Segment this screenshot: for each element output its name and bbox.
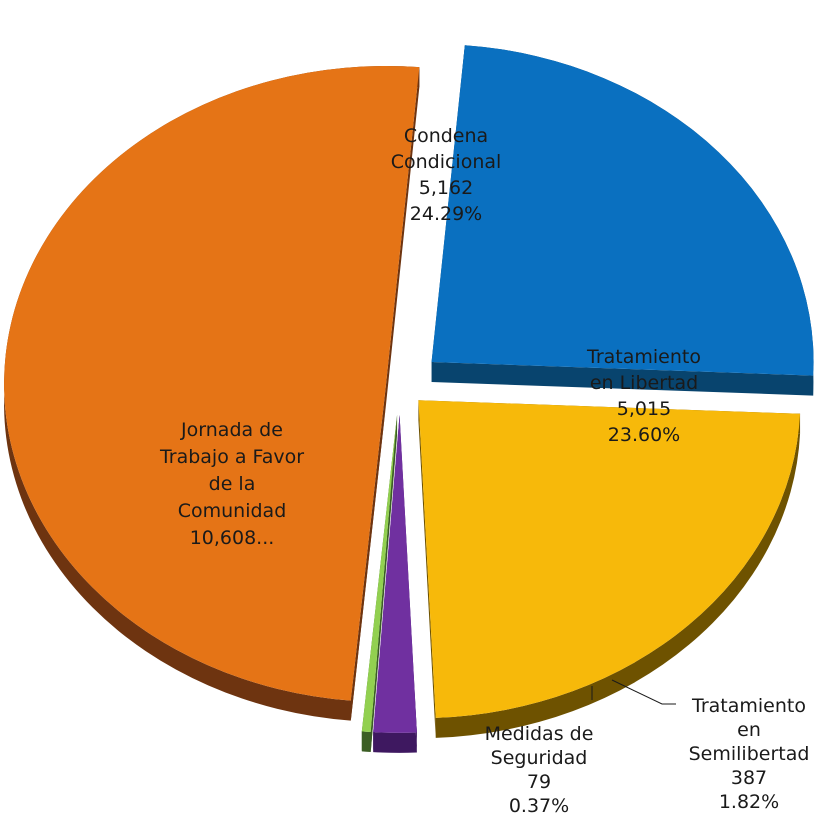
data-label-jornada-de-trabajo-a-favor-de-la-comunidad: Jornada de Trabajo a Favor de la Comunidad 1…	[159, 419, 304, 549]
data-label-line: 10,608...	[190, 527, 275, 549]
slice-medidas-de-seguridad	[361, 414, 398, 733]
slice-jornada-de-trabajo-a-favor-de-la-comunidad	[4, 65, 420, 701]
data-label-line: 5,015	[617, 398, 671, 420]
data-label-line: Tratamiento	[691, 695, 806, 717]
data-label-tratamiento-en-semilibertad: Tratamiento en Semilibertad 387 1.82%	[689, 695, 810, 813]
data-label-tratamiento-en-libertad: Tratamiento en Libertad 5,015 23.60%	[586, 346, 701, 446]
slice-wall-jornada-de-trabajo-a-favor-de-la-comunidad	[350, 67, 420, 721]
slice-tratamiento-en-libertad	[418, 400, 801, 718]
data-label-line: en Libertad	[590, 372, 698, 394]
leader-line-tratamiento-en-semilibertad	[611, 679, 676, 705]
data-label-line: 24.29%	[410, 203, 482, 225]
pie-labels: Condena Condicional 5,162 24.29% Tratamiento…	[159, 125, 809, 817]
data-label-line: Seguridad	[491, 747, 588, 769]
data-label-line: 0.37%	[509, 795, 569, 817]
data-label-line: 23.60%	[608, 424, 680, 446]
data-label-medidas-de-seguridad: Medidas de Seguridad 79 0.37%	[485, 723, 594, 817]
data-label-line: de la	[209, 473, 256, 495]
data-label-line: Jornada de	[180, 419, 283, 441]
slice-condena-condicional	[431, 45, 814, 376]
data-label-line: Condena	[404, 125, 488, 147]
data-label-line: 1.82%	[719, 791, 779, 813]
data-label-line: en	[737, 719, 761, 741]
data-label-line: Trabajo a Favor	[159, 446, 304, 468]
data-label-line: 5,162	[419, 177, 473, 199]
data-label-line: Tratamiento	[586, 346, 701, 368]
data-label-line: Comunidad	[178, 500, 287, 522]
data-label-line: 387	[731, 767, 767, 789]
data-label-line: Medidas de	[485, 723, 594, 745]
data-label-line: Semilibertad	[689, 743, 810, 765]
pie-slices	[4, 45, 814, 733]
data-label-line: Condicional	[391, 151, 502, 173]
data-label-line: 79	[527, 771, 551, 793]
slice-tratamiento-en-semilibertad	[373, 414, 417, 733]
data-label-condena-condicional: Condena Condicional 5,162 24.29%	[391, 125, 502, 225]
